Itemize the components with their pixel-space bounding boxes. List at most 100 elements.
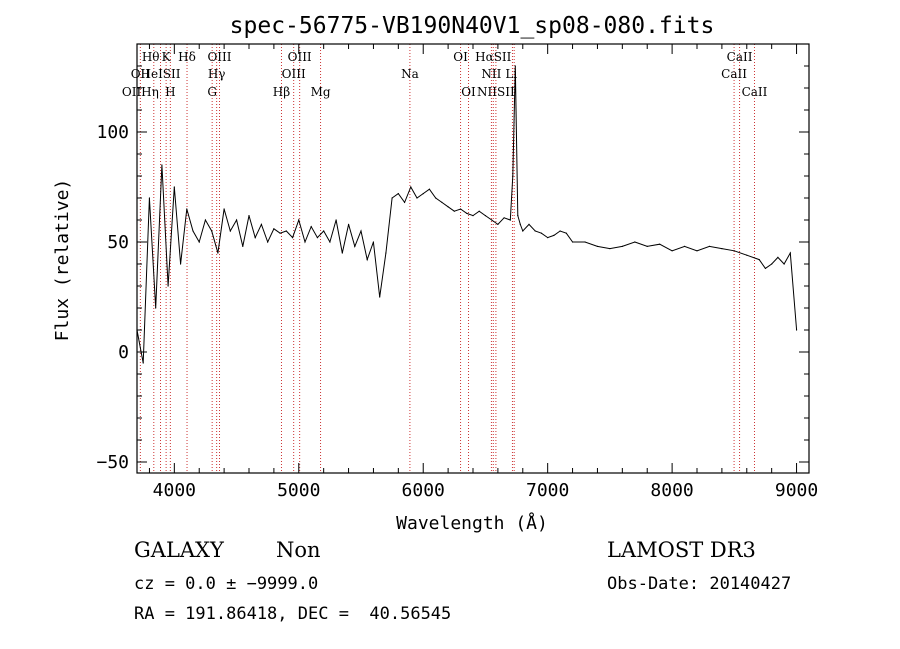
survey-label: LAMOST DR3 (607, 538, 756, 562)
data-point (528, 223, 530, 225)
data-point (441, 201, 443, 203)
data-point (186, 208, 188, 210)
data-point (746, 254, 748, 256)
spectral-line-label: K (162, 50, 172, 64)
spectral-line-label: H (165, 85, 175, 99)
data-point (372, 241, 375, 243)
data-point (211, 230, 213, 232)
data-point (609, 248, 611, 250)
x-tick-label: 9000 (775, 480, 818, 501)
line-markers (139, 44, 755, 473)
data-point (279, 232, 281, 234)
data-point (484, 215, 487, 217)
spectral-line-label: OIII (282, 67, 306, 81)
data-point (223, 208, 225, 210)
spectral-line-label: OIII (288, 50, 312, 64)
data-point (522, 230, 524, 232)
data-point (447, 206, 449, 208)
x-tick-label: 7000 (526, 480, 569, 501)
data-point (335, 219, 337, 221)
obs-date-line: Obs-Date: 20140427 (607, 574, 792, 594)
data-point (509, 219, 511, 221)
data-point (173, 186, 175, 188)
spectrum-line (136, 65, 798, 364)
spectral-line-label: CaII (727, 50, 753, 64)
x-axis-label: Wavelength (Å) (396, 512, 548, 534)
data-point (789, 252, 791, 254)
spectral-line-label: Hγ (208, 67, 226, 81)
data-point (795, 329, 798, 331)
x-tick-label: 6000 (402, 480, 445, 501)
data-point (519, 223, 521, 225)
data-point (771, 263, 773, 265)
data-point (453, 210, 455, 212)
data-point (310, 226, 312, 228)
data-point (360, 230, 362, 232)
data-point (341, 252, 343, 254)
plot-frame (136, 43, 810, 474)
data-point (478, 210, 480, 212)
redshift-line: cz = 0.0 ± −9999.0 (134, 574, 319, 594)
class-label: GALAXY (134, 538, 224, 562)
data-point (428, 188, 431, 190)
spectral-line-label: HeISII (141, 67, 181, 81)
chart-title: spec-56775-VB190N40V1_sp08-080.fits (230, 13, 715, 39)
y-tick-label: 0 (118, 342, 129, 363)
data-point (242, 245, 244, 247)
spectral-line-label: OIIHη (122, 85, 159, 99)
data-point (291, 237, 294, 239)
data-point (148, 197, 151, 199)
data-point (161, 164, 163, 166)
x-tick-label: 5000 (277, 480, 320, 501)
data-point (540, 232, 543, 234)
data-point (229, 230, 231, 232)
data-point (260, 223, 263, 225)
spectral-line-label: OI (453, 50, 468, 64)
data-point (366, 259, 368, 261)
data-point (512, 175, 514, 177)
data-point (503, 217, 505, 219)
data-point (285, 230, 287, 232)
data-point (646, 245, 648, 247)
data-point (323, 230, 325, 232)
data-point (347, 223, 350, 225)
data-point (472, 215, 474, 217)
data-point (316, 237, 319, 239)
data-point (217, 252, 219, 254)
data-point (671, 250, 673, 252)
spectral-line-label: NIISII (477, 85, 515, 99)
data-point (167, 285, 169, 287)
data-point (410, 186, 412, 188)
data-point (534, 230, 536, 232)
data-point (758, 259, 760, 261)
data-point (379, 296, 381, 298)
spectral-line-label: OI (461, 85, 476, 99)
data-point (466, 212, 468, 214)
spectral-line-label: OII (131, 67, 151, 81)
spectral-line-label: HαSII (475, 50, 512, 64)
axis-ticks: 4000 5000 6000 7000 8000 9000 −50 0 50 100 (96, 44, 818, 501)
data-point (547, 237, 549, 239)
radec-line: RA = 191.86418, DEC = 40.56545 (134, 604, 452, 624)
y-tick-label: −50 (96, 452, 129, 473)
spectral-line-label: Hθ (142, 50, 160, 64)
data-point (155, 307, 157, 309)
data-point (403, 201, 406, 203)
data-point (304, 241, 306, 243)
data-point (764, 267, 767, 269)
data-point (385, 252, 387, 254)
data-point (683, 245, 686, 247)
spectral-line-label: Hβ (273, 85, 290, 99)
data-point (517, 215, 519, 217)
data-point (235, 219, 238, 221)
y-tick-label: 50 (107, 232, 129, 253)
data-point (267, 241, 269, 243)
spectral-line-label: OIII (207, 50, 231, 64)
data-point (491, 219, 493, 221)
data-point (254, 237, 256, 239)
data-point (783, 263, 785, 265)
data-point (559, 230, 561, 232)
data-point (435, 197, 437, 199)
